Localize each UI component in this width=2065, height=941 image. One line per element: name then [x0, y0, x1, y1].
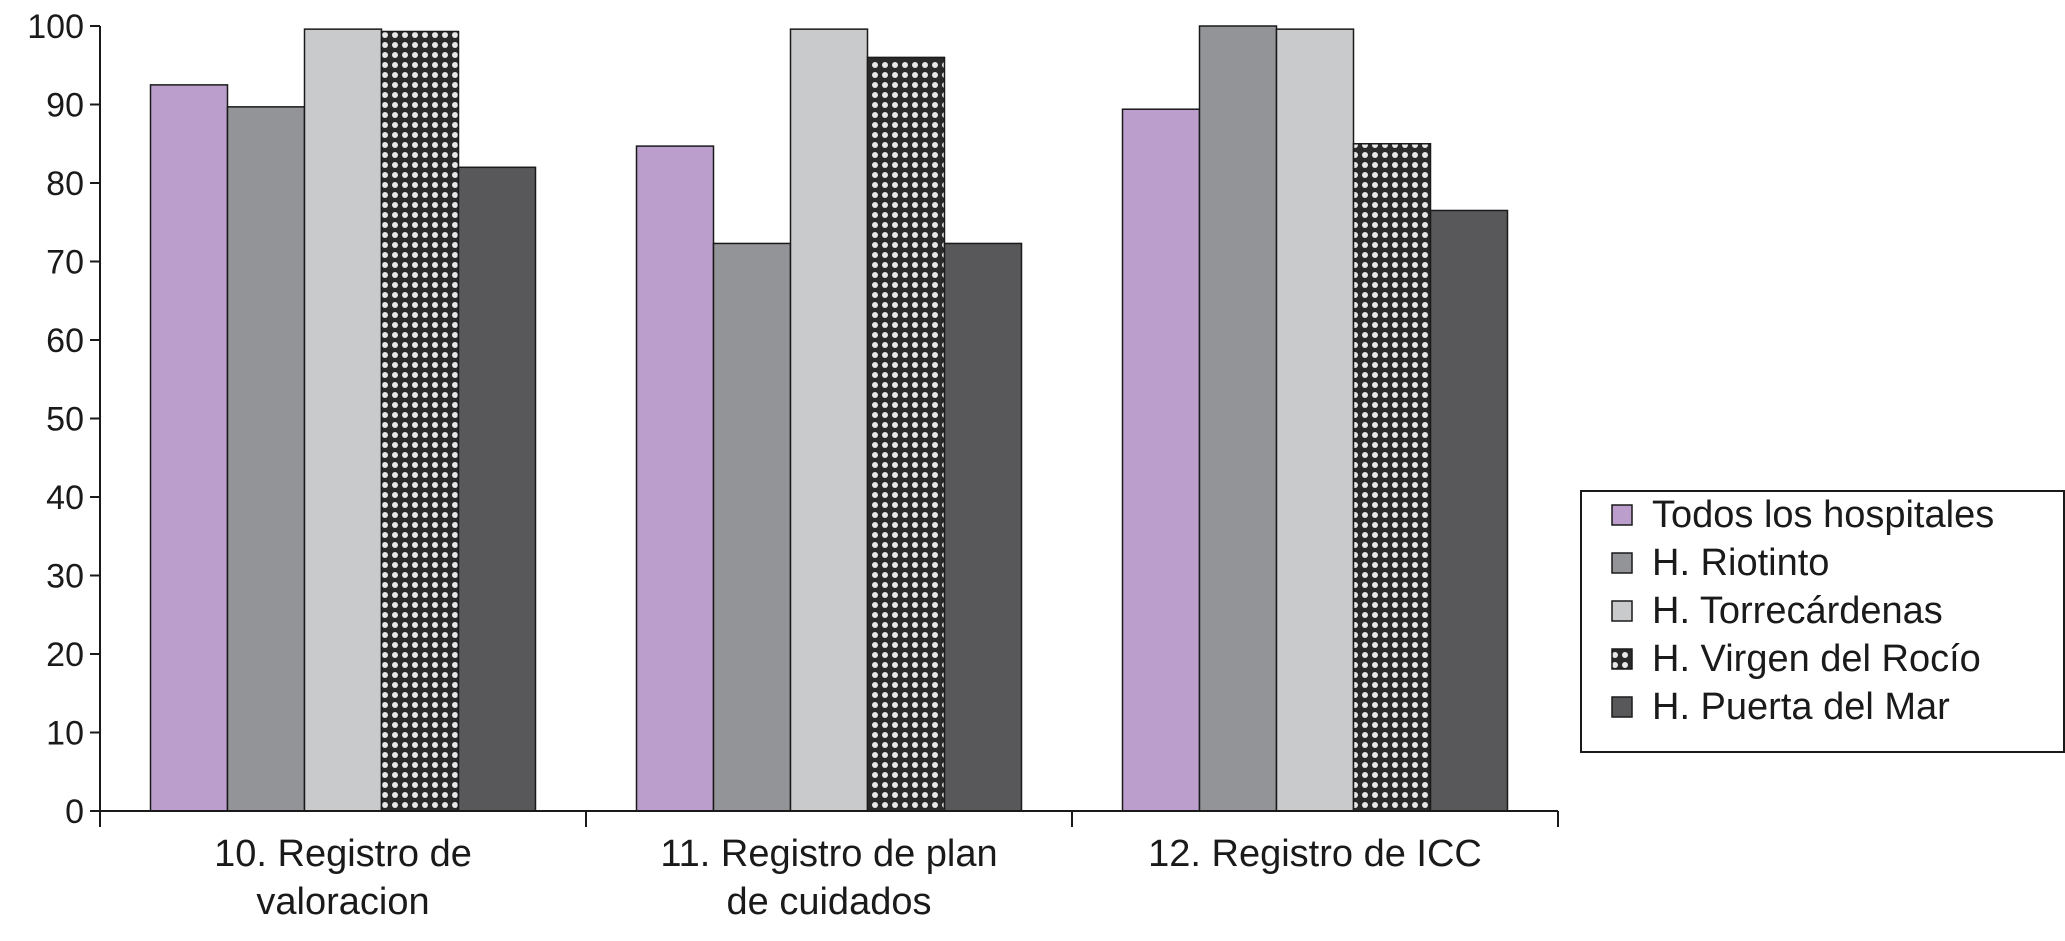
y-tick-label: 50	[46, 401, 84, 439]
bar-todos-los-hospitales	[635, 145, 715, 812]
bar-h-puerta-del-mar	[943, 242, 1023, 812]
legend-swatch-h-torrecardenas	[1611, 600, 1633, 622]
legend-box	[1580, 490, 2065, 753]
x-category-label-line: de cuidados	[727, 881, 932, 923]
x-category-label-line: 10. Registro de	[214, 833, 472, 875]
y-tick-label: 60	[46, 322, 84, 360]
legend-swatch-h-puerta-del-mar	[1611, 696, 1633, 718]
x-category-label-line: 11. Registro de plan	[660, 833, 997, 875]
bar-h-puerta-del-mar	[1429, 209, 1509, 812]
x-category-label-line: valoracion	[256, 881, 429, 923]
x-category-label: 11. Registro de plan de cuidados	[660, 833, 997, 923]
legend-swatch-h-virgen-del-rocio	[1611, 648, 1633, 670]
y-tick-label: 20	[46, 636, 84, 674]
x-category-label-line: 12. Registro de ICC	[1148, 833, 1482, 875]
legend-label-h-riotinto: H. Riotinto	[1652, 542, 1829, 584]
legend-label-h-torrecardenas: H. Torrecárdenas	[1652, 590, 1943, 632]
legend-label-h-puerta-del-mar: H. Puerta del Mar	[1652, 686, 1950, 728]
y-ticks-group: 0 10 20 30 40 50 60 70 80 90 100	[27, 8, 100, 831]
bar-h-torrecardenas	[1275, 28, 1355, 812]
y-tick-label: 0	[65, 793, 84, 831]
bar-h-puerta-del-mar	[457, 166, 537, 812]
bar-h-torrecardenas	[303, 28, 383, 812]
y-tick-label: 80	[46, 165, 84, 203]
x-category-label: 10. Registro de valoracion	[214, 833, 472, 923]
bar-h-riotinto	[1198, 25, 1278, 812]
bar-h-riotinto	[226, 106, 306, 812]
y-tick-label: 70	[46, 244, 84, 282]
legend: Todos los hospitales H. Riotinto H. Torrec…	[1580, 490, 2065, 753]
legend-swatch-todos-los-hospitales	[1611, 504, 1633, 526]
bar-todos-los-hospitales	[1121, 108, 1201, 812]
legend-swatch-h-riotinto	[1611, 552, 1633, 574]
bars-group	[149, 25, 1509, 812]
x-categories-group: 10. Registro de valoracion 11. Registro de…	[99, 811, 1559, 923]
bar-todos-los-hospitales	[149, 84, 229, 812]
legend-label-h-virgen-del-rocio: H. Virgen del Rocío	[1652, 638, 1981, 680]
bar-h-torrecardenas	[789, 28, 869, 812]
bar-h-virgen-del-rocio	[380, 30, 460, 812]
bar-h-virgen-del-rocio	[866, 56, 946, 812]
y-tick-label: 10	[46, 715, 84, 753]
y-tick-label: 90	[46, 87, 84, 125]
y-tick-label: 30	[46, 558, 84, 596]
legend-label-todos-los-hospitales: Todos los hospitales	[1652, 494, 1994, 536]
bar-h-virgen-del-rocio	[1352, 143, 1432, 812]
y-tick-label: 100	[27, 8, 84, 46]
x-category-label: 12. Registro de ICC	[1148, 833, 1482, 875]
y-tick-label: 40	[46, 479, 84, 517]
bar-h-riotinto	[712, 242, 792, 812]
